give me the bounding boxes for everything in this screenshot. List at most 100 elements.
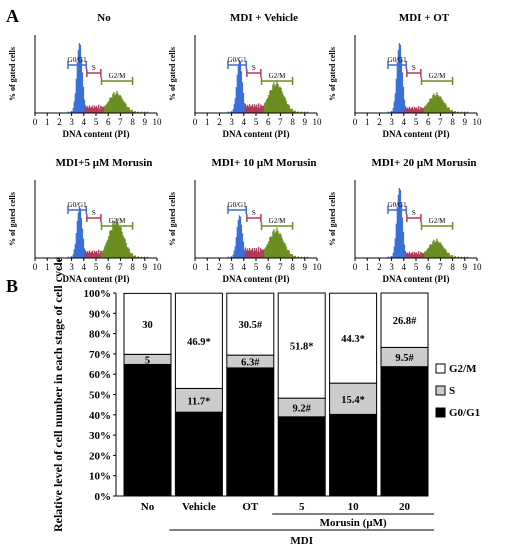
histogram-bar (289, 253, 291, 258)
histogram-bar (103, 106, 105, 113)
histogram-ylabel: % of gated cells (328, 47, 337, 101)
x-tick-label: Vehicle (182, 501, 216, 513)
histogram-bar (107, 239, 109, 258)
histogram-bar (109, 97, 111, 113)
histogram-bar (408, 251, 411, 258)
histogram-bar (237, 220, 240, 258)
histogram-bar (398, 188, 401, 258)
histogram-ylabel: % of gated cells (328, 192, 337, 246)
histogram-bar (77, 212, 80, 258)
histogram-x-tick-label: 3 (229, 117, 234, 127)
histogram-x-tick-label: 4 (242, 262, 247, 272)
histogram-bar (411, 106, 414, 113)
histogram-x-tick-label: 10 (313, 117, 323, 127)
histogram-x-tick-label: 4 (402, 262, 407, 272)
gate-g0g1-label: G0/G1 (68, 56, 88, 64)
histogram-bar (427, 102, 429, 113)
histogram-bar (89, 107, 92, 113)
histogram-bar (453, 256, 455, 258)
histogram-bar (71, 111, 73, 113)
histogram-bar (405, 108, 408, 113)
histogram-x-tick-label: 1 (365, 117, 370, 127)
morusin-group-label: Morusin (μM) (320, 517, 387, 529)
histogram-bar (94, 107, 97, 113)
histogram-bar (292, 256, 294, 258)
histogram-bar (424, 251, 426, 258)
y-tick-label: 90% (89, 308, 111, 320)
histogram-bar (279, 86, 281, 113)
histogram-bar (88, 250, 91, 258)
histogram-x-tick-label: 4 (82, 117, 87, 127)
histogram-bar (88, 105, 91, 113)
histogram-bar (253, 247, 256, 258)
histogram-bar (270, 89, 272, 113)
histogram-bar (286, 104, 288, 113)
data-label: 63.1# (238, 428, 262, 439)
histogram-bar (126, 247, 128, 258)
histogram-bar (102, 107, 104, 113)
histogram-bar (450, 255, 452, 258)
bar-segment-g0g1 (226, 367, 275, 497)
histogram-bar (411, 251, 414, 258)
histogram-bar (466, 111, 469, 113)
histogram-bar (237, 65, 240, 113)
histogram-bar (293, 111, 295, 113)
histogram-x-tick-label: 6 (266, 117, 271, 127)
histogram-x-tick-label: 1 (45, 262, 50, 272)
gate-g2m-label: G2/M (429, 72, 447, 80)
histogram-bar (266, 99, 268, 113)
histogram-bar (394, 93, 396, 113)
histogram-bar (429, 244, 431, 258)
histogram-bar (111, 230, 113, 258)
histogram-bar (269, 237, 271, 258)
histogram-x-tick-label: 3 (69, 262, 74, 272)
gate-g2m-label: G2/M (429, 217, 447, 225)
mdi-group-label: MDI (290, 535, 313, 547)
data-label: 41.3* (187, 450, 211, 461)
histogram-panel-1: MDI + Vehicle % of gated cells G0/G1 S G2/M 0… (168, 12, 322, 139)
histogram-x-tick-label: 7 (278, 262, 283, 272)
histogram-bar (109, 230, 111, 258)
histogram-x-tick-label: 7 (278, 117, 283, 127)
histogram-bar (111, 97, 113, 113)
histogram-bar (234, 246, 236, 258)
histogram-bar (431, 244, 433, 258)
histogram-bar (125, 104, 127, 113)
histogram-x-tick-label: 8 (450, 262, 455, 272)
histogram-ylabel: % of gated cells (8, 192, 17, 246)
histogram-bar (106, 241, 108, 258)
histogram-bar (422, 108, 424, 113)
histogram-bar (79, 44, 82, 114)
histogram-bar (76, 220, 78, 258)
histogram-x-tick-label: 1 (45, 117, 50, 127)
histogram-bar (119, 94, 121, 113)
bar-segment-g2m (226, 292, 275, 356)
histogram-bar (256, 104, 258, 113)
histogram-bar (117, 93, 119, 113)
histogram-bar (280, 87, 282, 113)
histogram-bar (83, 99, 86, 113)
histogram-bar (306, 256, 309, 258)
histogram-x-tick-label: 7 (438, 117, 443, 127)
histogram-bar (247, 106, 250, 113)
histogram-bar (297, 256, 299, 258)
histogram-bar (297, 111, 299, 113)
histogram-bar (409, 253, 412, 258)
histogram-bar (82, 238, 85, 258)
histogram-bar (102, 251, 104, 258)
gate-g0g1-label: G0/G1 (228, 201, 248, 209)
histogram-bar (261, 105, 263, 113)
histogram-bar (112, 223, 114, 258)
y-tick-label: 20% (89, 450, 111, 462)
histogram-bar (67, 111, 69, 113)
histogram-bar (460, 111, 463, 113)
gate-s-label: S (412, 209, 416, 217)
histogram-bar (90, 106, 93, 113)
histogram-bar (96, 251, 98, 258)
histogram-bar (437, 94, 439, 113)
histogram-title: No (97, 12, 111, 24)
histogram-bar (72, 254, 74, 258)
histogram-bar (413, 251, 416, 258)
histogram-x-tick-label: 0 (353, 262, 358, 272)
